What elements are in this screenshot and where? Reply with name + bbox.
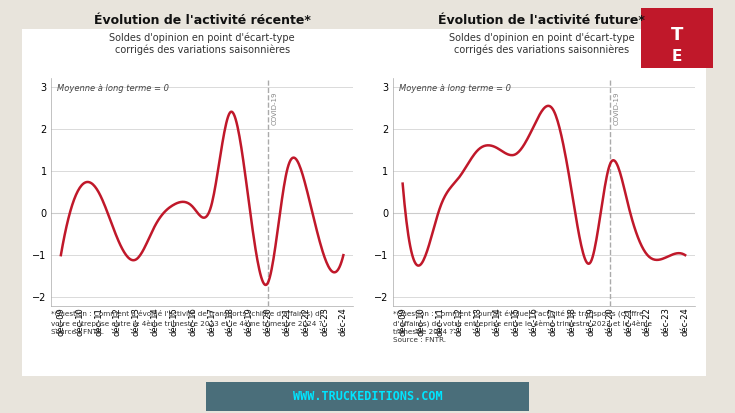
Text: Évolution de l'activité future*: Évolution de l'activité future* xyxy=(438,14,645,27)
Text: T: T xyxy=(671,26,683,44)
Text: corrigés des variations saisonnières: corrigés des variations saisonnières xyxy=(115,44,290,55)
Text: *Question : Comment a évolué l'activité de transports (chiffre d'affaires) de
vo: *Question : Comment a évolué l'activité … xyxy=(51,310,325,335)
Text: Soldes d'opinion en point d'écart-type: Soldes d'opinion en point d'écart-type xyxy=(449,33,634,43)
Text: Moyenne à long terme = 0: Moyenne à long terme = 0 xyxy=(57,84,170,93)
Text: Soldes d'opinion en point d'écart-type: Soldes d'opinion en point d'écart-type xyxy=(110,33,295,43)
Text: COVID-19: COVID-19 xyxy=(271,91,277,125)
Text: COVID-19: COVID-19 xyxy=(613,91,619,125)
Text: *Question : Comment pourrait évoluer l'activité de transports (chiffre
d'affaire: *Question : Comment pourrait évoluer l'a… xyxy=(393,310,652,343)
Text: corrigés des variations saisonnières: corrigés des variations saisonnières xyxy=(454,44,629,55)
Text: E: E xyxy=(672,49,682,64)
Text: Évolution de l'activité récente*: Évolution de l'activité récente* xyxy=(93,14,311,27)
Text: WWW.TRUCKEDITIONS.COM: WWW.TRUCKEDITIONS.COM xyxy=(293,390,442,403)
Text: Moyenne à long terme = 0: Moyenne à long terme = 0 xyxy=(399,84,512,93)
